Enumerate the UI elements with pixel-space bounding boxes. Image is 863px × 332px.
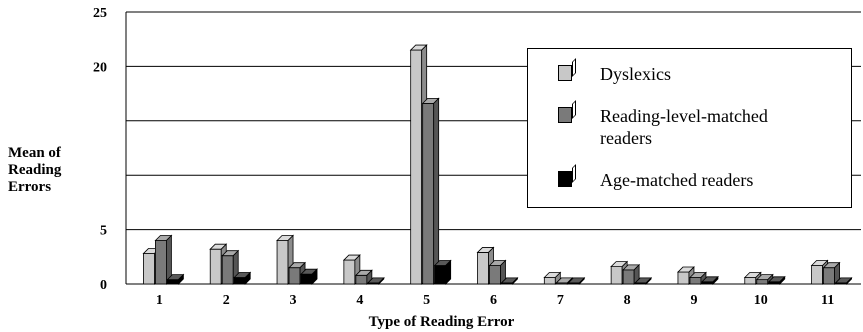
bar-2 (155, 240, 167, 285)
bar-3 (233, 277, 246, 285)
bar-side-face (311, 268, 318, 285)
x-tick-label: 6 (490, 293, 497, 308)
bar-2 (489, 265, 501, 285)
bar-1 (677, 271, 690, 285)
legend-label-reading-level: Reading-level-matched readers (600, 106, 768, 148)
y-tick-label: 5 (100, 224, 107, 239)
x-axis-label: Type of Reading Error (368, 314, 515, 330)
bar-side-face (244, 271, 251, 285)
x-tick-label: 5 (423, 293, 430, 308)
y-axis-label-line-3: Errors (8, 179, 52, 195)
bar-side-face (846, 276, 852, 285)
bar-side-face (378, 276, 385, 285)
bar-2 (422, 102, 435, 285)
bar-side-face (512, 276, 518, 285)
y-tick-label: 0 (100, 278, 107, 293)
x-tick-label: 4 (356, 293, 363, 308)
bar-2 (823, 267, 835, 285)
legend-swatch-age-matched (558, 171, 572, 187)
bar-1 (410, 49, 423, 285)
x-tick-label: 9 (690, 293, 697, 308)
x-tick-label: 1 (156, 293, 163, 308)
bar-side-face (178, 273, 184, 285)
bar-3 (300, 273, 313, 285)
bar-1 (477, 252, 489, 285)
bar-1 (343, 259, 356, 285)
bar-2 (689, 277, 702, 285)
bar-1 (143, 253, 155, 285)
y-axis-label-line-2: Reading (8, 162, 62, 178)
bar-1 (276, 240, 289, 285)
bar-1 (744, 277, 757, 285)
x-tick-label: 2 (223, 293, 230, 308)
bar-3 (434, 265, 447, 285)
bar-side-face (445, 259, 452, 285)
x-tick-label: 10 (754, 293, 768, 308)
legend-label-dyslexics: Dyslexics (600, 64, 671, 84)
bar-side-face (578, 276, 585, 285)
legend: Dyslexics Reading-level-matched readers … (527, 48, 852, 208)
bar-side-face (712, 275, 719, 285)
bar-1 (543, 277, 556, 285)
legend-label-age-matched: Age-matched readers (600, 170, 754, 190)
bar-side-face (433, 97, 440, 285)
x-tick-label: 11 (821, 293, 834, 308)
legend-swatch-reading-level (558, 107, 572, 123)
bar-1 (209, 248, 222, 285)
bar-side-face (645, 276, 652, 285)
bar-2 (355, 274, 368, 285)
x-tick-label: 3 (290, 293, 297, 308)
bar-2 (622, 269, 635, 285)
bar-1 (811, 265, 823, 285)
y-axis-label-line-1: Mean of (8, 145, 61, 161)
y-axis-label: Mean of Reading Errors (8, 145, 88, 196)
y-tick-label: 25 (93, 6, 107, 21)
x-tick-label: 7 (557, 293, 564, 308)
legend-swatch-dyslexics (558, 65, 572, 81)
bar-2 (288, 267, 301, 285)
bar-3 (167, 279, 179, 285)
bar-2 (756, 279, 769, 285)
x-tick-label: 8 (624, 293, 631, 308)
bar-1 (610, 266, 623, 285)
bar-2 (221, 255, 234, 285)
bar-side-face (779, 275, 786, 285)
y-tick-label: 20 (93, 60, 107, 75)
